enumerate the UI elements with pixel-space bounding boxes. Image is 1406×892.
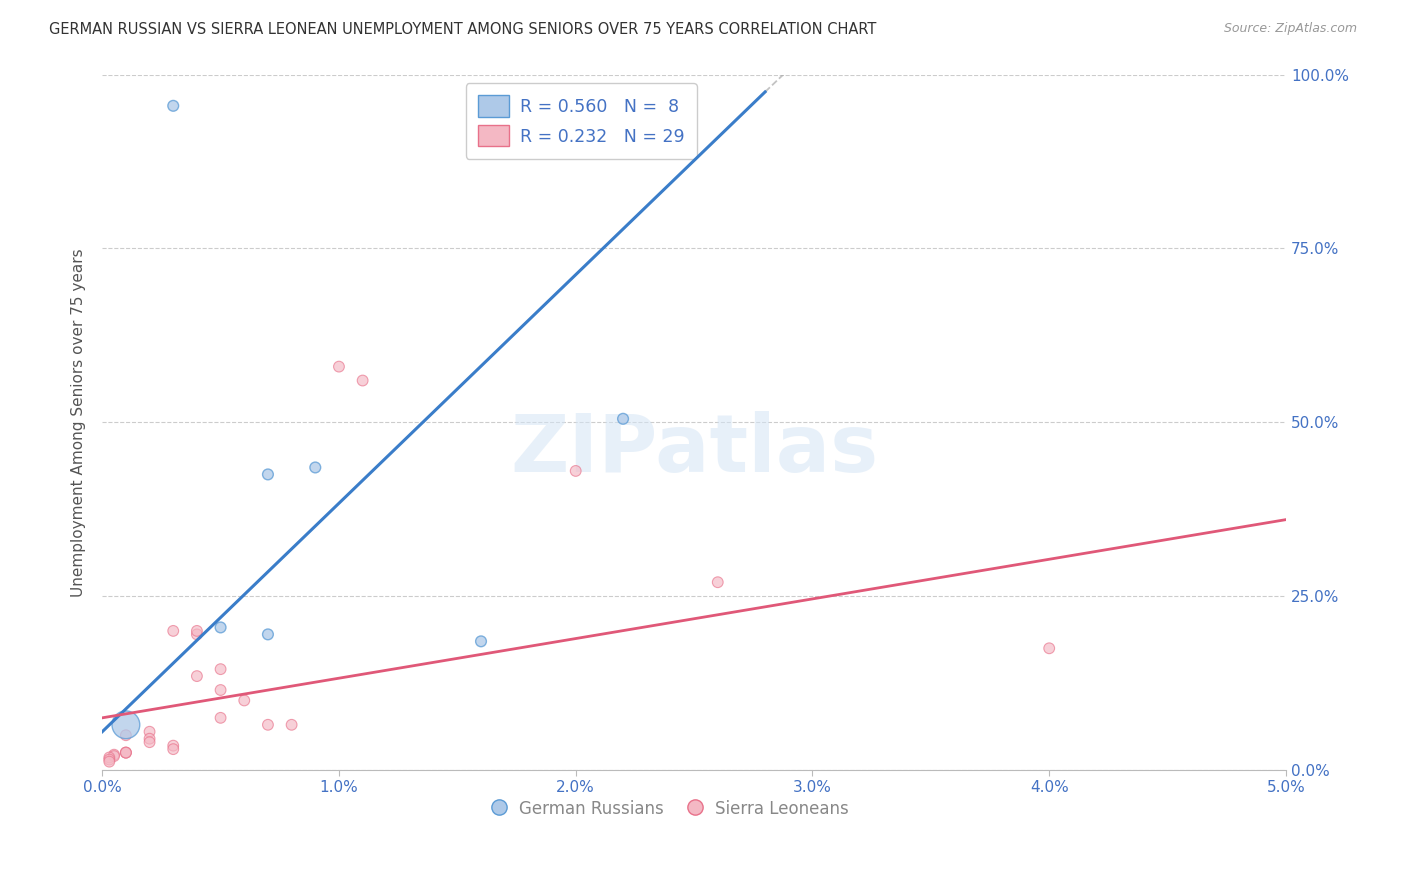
Y-axis label: Unemployment Among Seniors over 75 years: Unemployment Among Seniors over 75 years bbox=[72, 248, 86, 597]
Point bbox=[257, 718, 280, 732]
Point bbox=[470, 634, 492, 648]
Point bbox=[209, 683, 232, 698]
Point bbox=[162, 739, 184, 753]
Point bbox=[209, 711, 232, 725]
Point bbox=[209, 662, 232, 676]
Point bbox=[115, 718, 138, 732]
Point bbox=[233, 693, 256, 707]
Point bbox=[352, 374, 374, 388]
Point bbox=[1038, 641, 1060, 656]
Point bbox=[138, 724, 160, 739]
Point bbox=[103, 747, 125, 762]
Text: ZIPatlas: ZIPatlas bbox=[510, 411, 879, 489]
Point bbox=[115, 746, 138, 760]
Text: GERMAN RUSSIAN VS SIERRA LEONEAN UNEMPLOYMENT AMONG SENIORS OVER 75 YEARS CORREL: GERMAN RUSSIAN VS SIERRA LEONEAN UNEMPLO… bbox=[49, 22, 876, 37]
Point bbox=[706, 575, 728, 590]
Point bbox=[304, 460, 326, 475]
Point bbox=[612, 411, 634, 425]
Point bbox=[138, 735, 160, 749]
Point bbox=[115, 746, 138, 760]
Point bbox=[564, 464, 586, 478]
Point bbox=[98, 750, 121, 764]
Point bbox=[186, 624, 208, 638]
Legend: German Russians, Sierra Leoneans: German Russians, Sierra Leoneans bbox=[485, 793, 855, 824]
Point bbox=[115, 746, 138, 760]
Point bbox=[162, 99, 184, 113]
Point bbox=[328, 359, 350, 374]
Point bbox=[162, 742, 184, 756]
Point bbox=[138, 731, 160, 746]
Point bbox=[209, 620, 232, 634]
Point bbox=[162, 624, 184, 638]
Point bbox=[186, 627, 208, 641]
Point bbox=[103, 749, 125, 764]
Point bbox=[186, 669, 208, 683]
Point bbox=[98, 755, 121, 769]
Point bbox=[115, 728, 138, 742]
Text: Source: ZipAtlas.com: Source: ZipAtlas.com bbox=[1223, 22, 1357, 36]
Point bbox=[280, 718, 302, 732]
Point bbox=[98, 753, 121, 767]
Point bbox=[257, 467, 280, 482]
Point bbox=[257, 627, 280, 641]
